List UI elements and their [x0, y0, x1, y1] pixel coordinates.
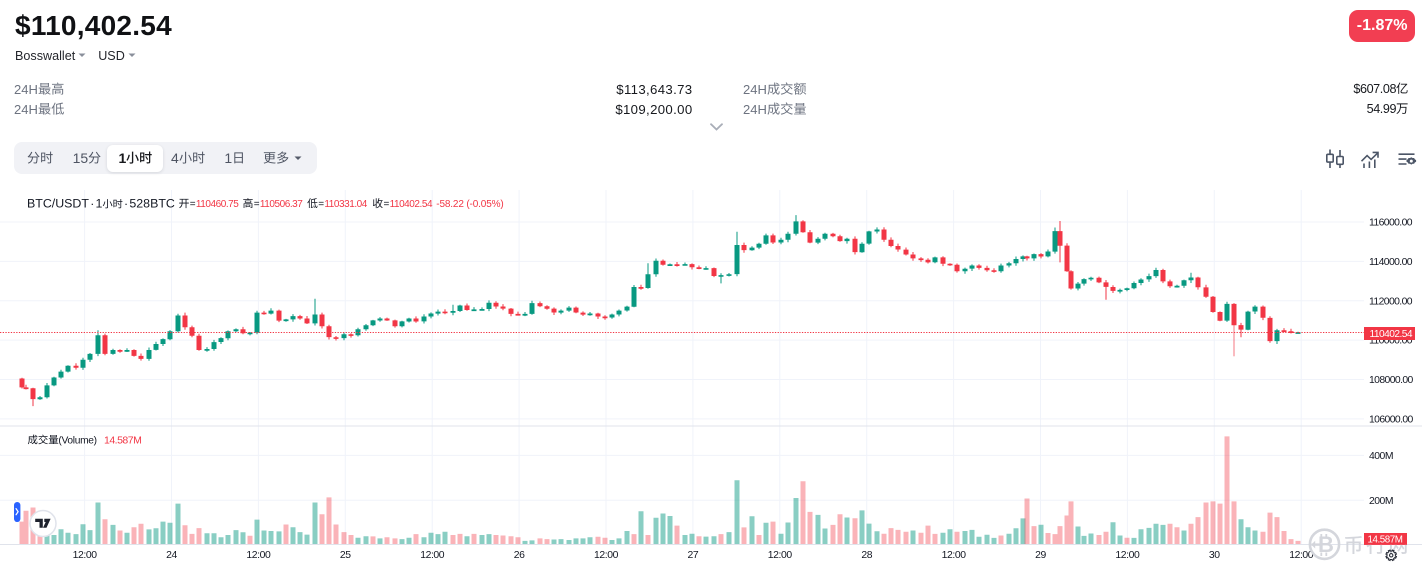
- svg-text:24: 24: [166, 550, 177, 561]
- svg-text:=: =: [190, 199, 196, 210]
- svg-text:112000.00: 112000.00: [1369, 296, 1413, 307]
- svg-text:116000.00: 116000.00: [1369, 218, 1413, 229]
- svg-text:528BTC: 528BTC: [129, 197, 175, 211]
- svg-text:114000.00: 114000.00: [1369, 257, 1413, 268]
- svg-text:12:00: 12:00: [1289, 550, 1314, 561]
- svg-text:12:00: 12:00: [768, 550, 793, 561]
- svg-text:1: 1: [96, 197, 103, 211]
- svg-text:12:00: 12:00: [420, 550, 445, 561]
- svg-text:110331.04: 110331.04: [324, 199, 367, 210]
- svg-text:(Volume): (Volume): [58, 435, 96, 446]
- svg-text:110000.00: 110000.00: [1369, 336, 1413, 347]
- svg-text:·: ·: [124, 197, 128, 211]
- svg-text:=: =: [254, 199, 260, 210]
- svg-text:110506.37: 110506.37: [260, 199, 303, 210]
- svg-text:28: 28: [861, 550, 872, 561]
- svg-text:27: 27: [688, 550, 699, 561]
- svg-text:110402.54: 110402.54: [1370, 329, 1413, 340]
- svg-text:110460.75: 110460.75: [196, 199, 239, 210]
- svg-text:12:00: 12:00: [1115, 550, 1140, 561]
- svg-text:400M: 400M: [1369, 451, 1393, 462]
- svg-text:25: 25: [340, 550, 351, 561]
- svg-text:B: B: [1318, 532, 1334, 557]
- svg-text:·: ·: [90, 197, 94, 211]
- svg-text:=: =: [318, 199, 324, 210]
- svg-text:30: 30: [1209, 550, 1220, 561]
- svg-text:=: =: [384, 199, 390, 210]
- svg-text:12:00: 12:00: [594, 550, 619, 561]
- svg-text:110402.54: 110402.54: [390, 199, 433, 210]
- svg-text:14.587M: 14.587M: [1368, 534, 1403, 545]
- svg-text:12:00: 12:00: [942, 550, 967, 561]
- svg-text:12:00: 12:00: [246, 550, 271, 561]
- svg-text:12:00: 12:00: [73, 550, 98, 561]
- svg-text:26: 26: [514, 550, 525, 561]
- svg-text:108000.00: 108000.00: [1369, 375, 1414, 386]
- svg-text:-58.22 (-0.05%): -58.22 (-0.05%): [436, 199, 503, 210]
- svg-text:29: 29: [1035, 550, 1046, 561]
- svg-text:BTC/USDT: BTC/USDT: [27, 197, 89, 211]
- svg-text:200M: 200M: [1369, 496, 1393, 507]
- svg-text:106000.00: 106000.00: [1369, 415, 1414, 426]
- svg-text:14.587M: 14.587M: [104, 434, 141, 446]
